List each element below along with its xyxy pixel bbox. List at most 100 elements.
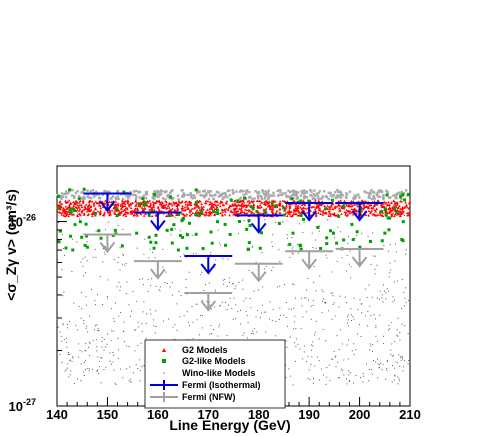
g2-like-point	[351, 238, 355, 242]
g2-like-point	[211, 210, 215, 214]
g2-model-point	[225, 199, 229, 203]
wino-like-point	[238, 232, 240, 234]
g2-model-point	[245, 205, 248, 208]
g2-model-point	[66, 210, 69, 213]
wino-like-point	[315, 247, 317, 249]
fermi-nfw-limit	[234, 262, 283, 283]
wino-like-point	[303, 297, 305, 299]
wino-band-point	[385, 189, 388, 192]
wino-like-point	[289, 256, 291, 258]
wino-like-point	[365, 363, 367, 365]
wino-like-point	[401, 358, 403, 360]
wino-like-point	[72, 357, 74, 359]
g2-model-point	[343, 199, 346, 203]
wino-like-point	[95, 304, 97, 306]
wino-like-point	[291, 237, 293, 239]
wino-like-point	[361, 303, 363, 305]
wino-band-point	[248, 191, 251, 194]
g2-model-point	[345, 204, 348, 207]
g2-model-point	[80, 210, 84, 213]
g2-model-point	[143, 207, 147, 210]
g2-model-point	[364, 205, 368, 208]
wino-band-point	[288, 190, 292, 194]
wino-band-point	[375, 192, 379, 195]
wino-like-point	[286, 234, 288, 236]
wino-like-point	[57, 259, 59, 261]
g2-like-point	[255, 210, 259, 214]
wino-like-point	[342, 369, 344, 371]
wino-band-point	[73, 194, 76, 198]
wino-like-point	[388, 324, 390, 326]
wino-band-point	[127, 194, 131, 198]
wino-like-point	[112, 361, 114, 363]
wino-like-point	[293, 284, 295, 286]
g2-model-point	[302, 199, 305, 202]
wino-like-point	[297, 343, 299, 345]
wino-like-point	[106, 295, 108, 297]
wino-band-point	[288, 197, 292, 200]
wino-like-point	[352, 316, 354, 318]
wino-like-point	[354, 238, 356, 240]
wino-band-point	[207, 197, 211, 201]
wino-like-point	[128, 304, 130, 306]
g2-like-point	[77, 197, 81, 201]
wino-like-point	[93, 210, 95, 212]
wino-like-point	[377, 377, 379, 379]
g2-model-point	[285, 205, 288, 208]
wino-like-point	[231, 282, 233, 284]
wino-band-point	[238, 197, 242, 201]
g2-model-point	[215, 205, 219, 209]
g2-model-point	[296, 206, 300, 209]
wino-like-point	[382, 363, 384, 365]
wino-like-point	[85, 327, 87, 329]
g2-model-point	[216, 203, 220, 206]
wino-band-point	[387, 196, 391, 200]
g2-model-point	[129, 206, 133, 210]
wino-band-point	[144, 192, 147, 196]
wino-band-point	[377, 195, 380, 198]
g2-model-point	[108, 200, 111, 203]
wino-band-point	[301, 191, 304, 195]
g2-model-point	[149, 201, 153, 205]
g2-model-point	[247, 208, 251, 211]
g2-model-point	[337, 207, 341, 210]
g2-model-point	[369, 211, 372, 215]
wino-like-point	[191, 306, 193, 308]
wino-like-point	[220, 244, 222, 246]
g2-model-point	[149, 208, 153, 211]
wino-like-point	[135, 364, 137, 366]
g2-model-point	[171, 201, 175, 204]
g2-model-point	[387, 200, 390, 204]
wino-like-point	[153, 325, 155, 327]
wino-like-point	[378, 366, 380, 368]
wino-band-point	[276, 194, 280, 197]
g2-model-point	[366, 206, 370, 210]
g2-model-point	[285, 214, 289, 217]
wino-band-point	[310, 190, 313, 193]
wino-like-point	[285, 377, 287, 379]
g2-model-point	[113, 203, 117, 207]
legend-item: Wino-like Models	[163, 368, 255, 378]
wino-like-point	[83, 371, 85, 373]
wino-like-point	[300, 297, 302, 299]
g2-model-point	[270, 204, 273, 208]
wino-like-point	[179, 316, 181, 318]
g2-model-point	[248, 201, 251, 205]
wino-band-point	[345, 196, 348, 199]
g2-like-point	[200, 210, 204, 214]
wino-band-point	[176, 194, 180, 197]
g2-model-point	[121, 200, 124, 203]
wino-band-point	[183, 193, 187, 197]
g2-model-point	[328, 212, 331, 215]
g2-model-point	[203, 201, 207, 204]
g2-like-point	[82, 187, 86, 191]
wino-like-point	[185, 256, 187, 258]
g2-like-point	[383, 231, 387, 235]
g2-model-point	[397, 206, 400, 209]
wino-like-point	[102, 303, 104, 305]
wino-like-point	[169, 286, 171, 288]
wino-like-point	[373, 314, 375, 316]
wino-like-point	[192, 253, 194, 255]
g2-model-point	[189, 213, 193, 216]
